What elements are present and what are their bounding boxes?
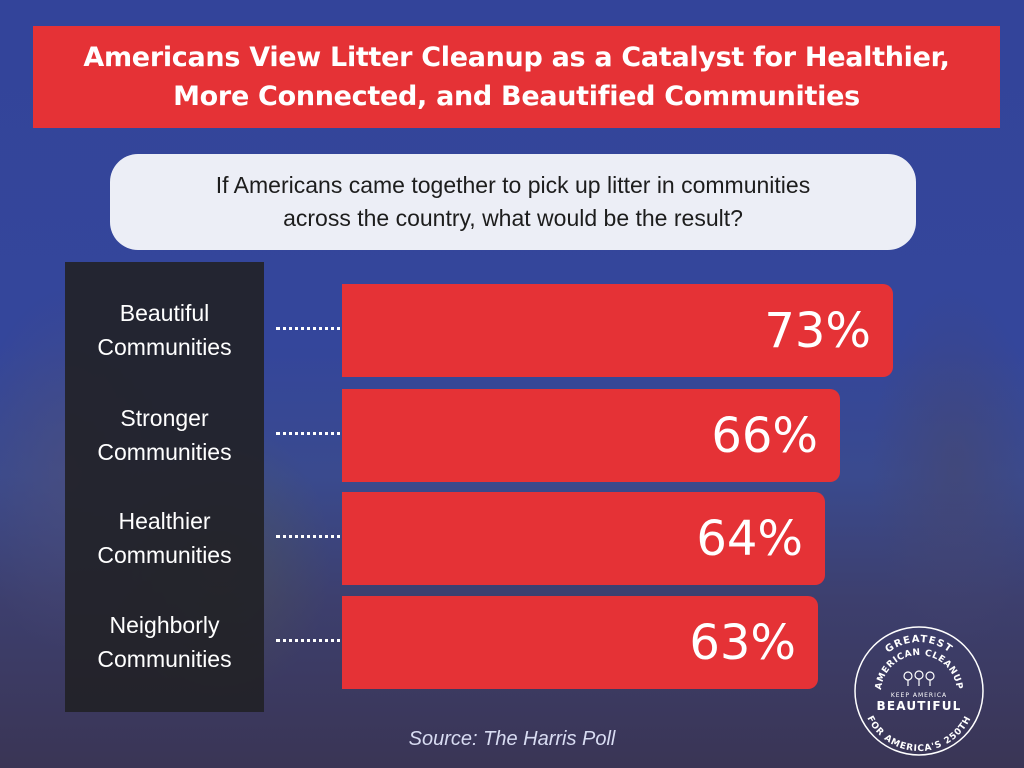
tree-icon <box>903 670 935 686</box>
category-label-line-1: Healthier <box>118 508 211 534</box>
question-line-2: across the country, what would be the re… <box>283 205 743 231</box>
category-label-line-1: Neighborly <box>109 612 220 638</box>
bar-value-label: 66% <box>711 407 818 464</box>
category-label: Neighborly Communities <box>65 608 264 676</box>
bar-value-label: 63% <box>689 614 796 671</box>
svg-text:FOR AMERICA'S 250TH: FOR AMERICA'S 250TH <box>864 714 973 754</box>
connector-line <box>276 638 378 642</box>
category-label: Healthier Communities <box>65 504 264 572</box>
category-label-line-2: Communities <box>97 542 232 568</box>
bar: 73% <box>342 284 893 377</box>
connector-line <box>276 431 378 435</box>
category-label-line-1: Beautiful <box>119 300 210 326</box>
logo-bottom-text: FOR AMERICA'S 250TH <box>864 714 972 754</box>
category-label-line-2: Communities <box>97 334 232 360</box>
logo-big-text: BEAUTIFUL <box>876 699 961 713</box>
bar-value-label: 64% <box>696 510 803 567</box>
connector-line <box>276 534 378 538</box>
greatest-american-cleanup-logo: GREATEST AMERICAN CLEANUP KEEP AMERICA B… <box>854 626 984 756</box>
category-label-line-2: Communities <box>97 646 232 672</box>
title-line-2: More Connected, and Beautified Communiti… <box>173 81 860 112</box>
category-label-line-1: Stronger <box>120 405 209 431</box>
logo-small-text: KEEP AMERICA <box>891 692 947 699</box>
connector-line <box>276 326 378 330</box>
question-line-1: If Americans came together to pick up li… <box>215 172 811 198</box>
bar: 66% <box>342 389 840 482</box>
bar-value-label: 73% <box>764 302 871 359</box>
category-label: Beautiful Communities <box>65 296 264 364</box>
bar: 64% <box>342 492 825 585</box>
title-line-1: Americans View Litter Cleanup as a Catal… <box>83 42 950 73</box>
category-label-panel <box>65 262 264 712</box>
question-bubble: If Americans came together to pick up li… <box>110 154 916 250</box>
source-note: Source: The Harris Poll <box>408 728 616 750</box>
title-banner: Americans View Litter Cleanup as a Catal… <box>33 26 1000 128</box>
bar: 63% <box>342 596 818 689</box>
category-label: Stronger Communities <box>65 401 264 469</box>
category-label-line-2: Communities <box>97 439 232 465</box>
